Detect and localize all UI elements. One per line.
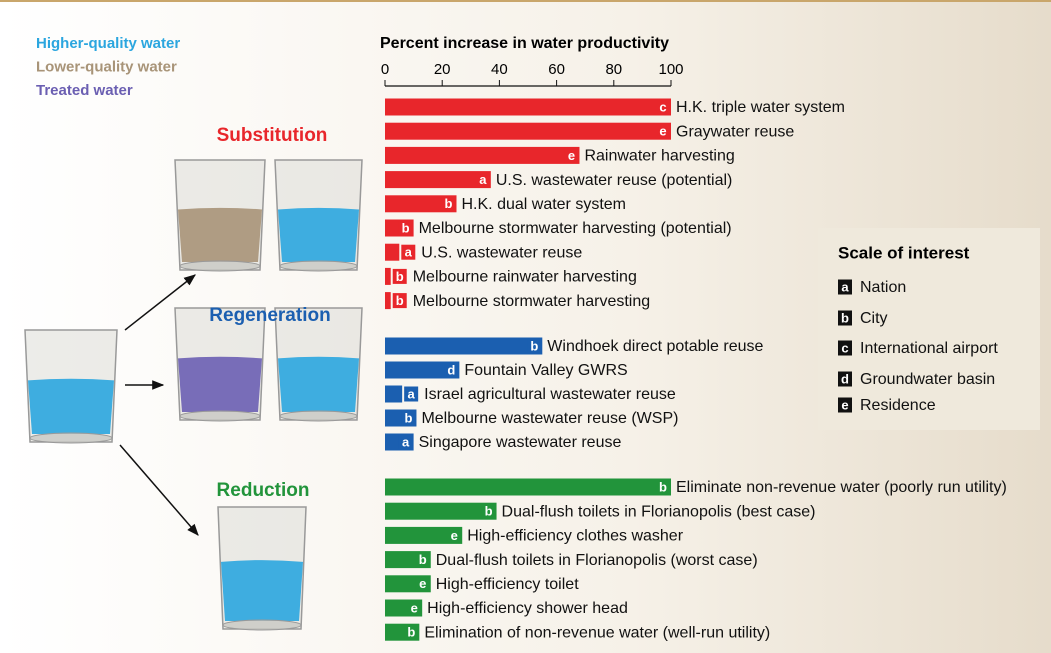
bar bbox=[385, 386, 402, 403]
scale-badge-letter: a bbox=[402, 434, 410, 449]
scale-legend-label: International airport bbox=[860, 340, 998, 357]
glass-water bbox=[28, 379, 114, 434]
water-legend-entry: Higher-quality water bbox=[36, 35, 180, 52]
bar bbox=[385, 123, 671, 140]
page: {"chart_data": {"type": "bar", "title": … bbox=[0, 0, 1051, 653]
scale-legend-label: City bbox=[860, 310, 888, 327]
bar bbox=[385, 503, 497, 520]
bar-label: Melbourne wastewater reuse (WSP) bbox=[421, 410, 678, 427]
bar-label: U.S. wastewater reuse (potential) bbox=[496, 172, 733, 189]
scale-badge-letter: b bbox=[841, 310, 849, 325]
bar-label: U.S. wastewater reuse bbox=[421, 244, 582, 261]
chart: Percent increase in water productivity S… bbox=[0, 0, 1051, 653]
scale-badge-letter: e bbox=[419, 576, 426, 591]
bar-label: Singapore wastewater reuse bbox=[419, 434, 622, 451]
group-title: Regeneration bbox=[209, 305, 330, 326]
scale-badge-letter: e bbox=[411, 600, 418, 615]
scale-badge-letter: b bbox=[419, 552, 427, 567]
bar-label: Dual-flush toilets in Florianopolis (bes… bbox=[502, 503, 816, 520]
bar-label: Melbourne stormwater harvesting bbox=[413, 293, 650, 310]
bar bbox=[385, 244, 399, 261]
scale-badge-letter: a bbox=[479, 172, 487, 187]
scale-badge-letter: a bbox=[405, 245, 413, 260]
bar-label: High-efficiency toilet bbox=[436, 576, 579, 593]
bar bbox=[385, 479, 671, 496]
water-legend-entry: Treated water bbox=[36, 82, 133, 99]
scale-legend-label: Residence bbox=[860, 397, 936, 414]
scale-badge-letter: b bbox=[404, 410, 412, 425]
scale-badge-letter: d bbox=[841, 371, 849, 386]
bar-label: Melbourne stormwater harvesting (potenti… bbox=[419, 220, 732, 237]
bar-label: High-efficiency clothes washer bbox=[467, 528, 683, 545]
bar bbox=[385, 99, 671, 116]
bar-label: Rainwater harvesting bbox=[584, 148, 734, 165]
x-tick-label: 20 bbox=[434, 61, 451, 78]
bar bbox=[385, 338, 542, 355]
bar-label: Eliminate non-revenue water (poorly run … bbox=[676, 479, 1007, 496]
glass-base bbox=[223, 620, 301, 630]
scale-legend-label: Nation bbox=[860, 279, 906, 296]
bar-label: Fountain Valley GWRS bbox=[464, 362, 627, 379]
glass-base bbox=[180, 261, 260, 271]
scale-badge-letter: e bbox=[659, 124, 666, 139]
scale-badge-letter: e bbox=[568, 148, 575, 163]
scale-badge-letter: e bbox=[841, 397, 848, 412]
scale-legend-title: Scale of interest bbox=[838, 243, 970, 262]
scale-badge-letter: b bbox=[402, 220, 410, 235]
scale-badge-letter: b bbox=[396, 293, 404, 308]
scale-badge-letter: a bbox=[408, 386, 416, 401]
glass-water bbox=[178, 208, 262, 262]
bar bbox=[385, 147, 579, 164]
group-title: Reduction bbox=[217, 480, 310, 501]
bar-label: H.K. dual water system bbox=[462, 196, 627, 213]
scale-badge-letter: a bbox=[841, 279, 849, 294]
scale-legend-label: Groundwater basin bbox=[860, 371, 995, 388]
scale-badge-letter: b bbox=[445, 196, 453, 211]
scale-badge-letter: e bbox=[451, 528, 458, 543]
bar-label: Elimination of non-revenue water (well-r… bbox=[424, 624, 770, 641]
bar-label: Melbourne rainwater harvesting bbox=[413, 269, 637, 286]
glass-base bbox=[180, 411, 260, 421]
bar-label: Dual-flush toilets in Florianopolis (wor… bbox=[436, 552, 758, 569]
bar bbox=[385, 292, 391, 309]
bar-label: Israel agricultural wastewater reuse bbox=[424, 386, 676, 403]
glass-base bbox=[30, 433, 112, 443]
bar-label: H.K. triple water system bbox=[676, 99, 845, 116]
scale-badge-letter: b bbox=[396, 269, 404, 284]
glass-water bbox=[278, 208, 359, 262]
group-title: Substitution bbox=[217, 125, 328, 146]
glass-water bbox=[178, 357, 262, 412]
x-tick-label: 60 bbox=[548, 61, 565, 78]
axis-title: Percent increase in water productivity bbox=[380, 35, 669, 52]
scale-badge-letter: b bbox=[407, 625, 415, 640]
x-tick-label: 100 bbox=[658, 61, 683, 78]
scale-badge-letter: d bbox=[447, 362, 455, 377]
glass-base bbox=[280, 261, 357, 271]
scale-badge-letter: b bbox=[530, 338, 538, 353]
scale-badge-letter: c bbox=[659, 99, 666, 114]
bar-label: High-efficiency shower head bbox=[427, 600, 628, 617]
bar bbox=[385, 268, 391, 285]
bar bbox=[385, 171, 491, 188]
x-tick-label: 0 bbox=[381, 61, 389, 78]
glass-water bbox=[278, 357, 359, 412]
bar-label: Windhoek direct potable reuse bbox=[547, 338, 763, 355]
scale-badge-letter: c bbox=[841, 340, 848, 355]
glass-water bbox=[221, 560, 303, 621]
scale-badge-letter: b bbox=[485, 504, 493, 519]
glass-base bbox=[280, 411, 357, 421]
water-legend-entry: Lower-quality water bbox=[36, 58, 177, 75]
x-tick-label: 40 bbox=[491, 61, 508, 78]
scale-badge-letter: b bbox=[659, 479, 667, 494]
x-tick-label: 80 bbox=[605, 61, 622, 78]
bar-label: Graywater reuse bbox=[676, 123, 794, 140]
